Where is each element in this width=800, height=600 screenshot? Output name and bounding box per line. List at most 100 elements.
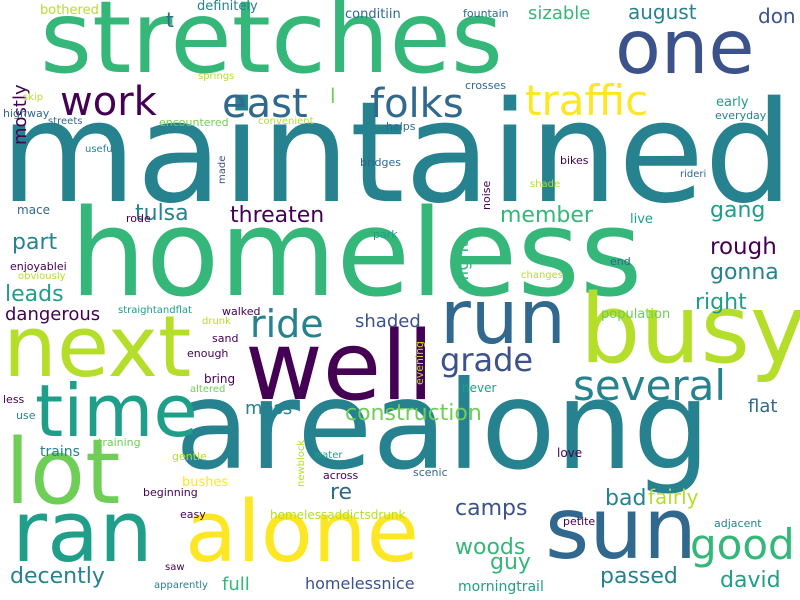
word-busy: busy (580, 275, 800, 385)
word-woods: woods (455, 535, 526, 560)
word-dangerous: dangerous (5, 304, 101, 325)
word-leads: leads (5, 282, 64, 307)
word-bad: bad (605, 486, 647, 511)
word-early: early (716, 95, 749, 110)
word-bushes: bushes (182, 475, 229, 490)
word-never: never (462, 381, 497, 395)
word-changes: changes (521, 270, 564, 281)
word-work: work (60, 79, 157, 125)
word-member: member (500, 203, 593, 228)
word-obviously: obviously (18, 271, 66, 282)
word-gentle: gentle (172, 450, 207, 463)
word-adjacent: adjacent (714, 517, 762, 530)
word-grade: grade (440, 341, 534, 379)
word-east: east (222, 81, 308, 127)
word-fairly: fairly (648, 485, 699, 509)
word-full: full (222, 574, 250, 595)
word-time: time (35, 369, 198, 453)
word-skip: skip (23, 92, 44, 103)
word-traffic: traffic (525, 76, 649, 125)
word-next: next (3, 298, 192, 397)
word-bridges: bridges (360, 156, 402, 169)
word-petite: petite (563, 515, 596, 528)
word-easy: easy (180, 508, 206, 521)
word-conditiin: conditiin (345, 7, 401, 22)
word-alone: alone (185, 483, 419, 582)
word-homeless: homeless (70, 185, 643, 324)
word-august: august (628, 0, 697, 24)
word-gang: gang (710, 198, 766, 223)
word-tulsa: tulsa (135, 201, 189, 226)
word-well: well (245, 312, 434, 422)
word-trains: trains (40, 444, 80, 460)
word-slight: slight (452, 240, 473, 290)
word-sizable: sizable (528, 3, 591, 24)
word-shade: shade (530, 179, 561, 190)
word-drunk: drunk (202, 316, 231, 327)
word-lot: lot (5, 420, 121, 525)
word-flat: flat (748, 396, 778, 417)
word-straightandflat: straightandflat (118, 305, 192, 316)
word-rough: rough (710, 234, 777, 260)
word-part: part (12, 230, 58, 255)
word-less: less (3, 393, 25, 406)
word-highway: highway (3, 107, 50, 120)
word-enjoyablei: enjoyablei (10, 260, 67, 273)
word-right: right (695, 290, 747, 315)
word-end: end (610, 255, 631, 268)
word-live: live (630, 212, 653, 227)
word-ran: ran (12, 483, 153, 582)
word-threaten: threaten (230, 203, 325, 228)
word-helps: helps (386, 120, 416, 133)
word-t: t (166, 8, 174, 32)
word-everyday: everyday (715, 109, 767, 122)
word-definitely: definitely (197, 0, 258, 14)
word-camps: camps (455, 496, 528, 521)
word-good: good (690, 520, 795, 569)
word-water: water (314, 450, 343, 461)
word-across: across (323, 469, 359, 482)
word-park: park (373, 228, 398, 241)
word-david: david (720, 568, 781, 593)
word-maintained: maintained (0, 72, 794, 235)
word-population: population (601, 307, 671, 322)
word-encountered: encountered (159, 116, 229, 129)
word-moss: moss (245, 398, 293, 419)
word-crosses: crosses (465, 79, 507, 92)
word-scenic: scenic (413, 466, 448, 479)
word-sand: sand (212, 332, 239, 345)
word-rideri: rideri (680, 169, 707, 180)
word-passed: passed (600, 564, 678, 589)
word-folks: folks (370, 81, 464, 127)
word-newblock: newblock (296, 439, 307, 487)
word-don: don (758, 4, 796, 28)
word-rode: rode (126, 212, 151, 225)
word-bring: bring (204, 372, 236, 386)
word-saw: saw (165, 562, 185, 573)
word-mace: mace (17, 203, 51, 217)
word-noise: noise (480, 180, 493, 210)
word-springs: springs (198, 71, 235, 82)
word-l: l (330, 84, 336, 108)
word-decently: decently (10, 564, 105, 589)
word-stretches: stretches (40, 0, 503, 96)
word-love: love (557, 446, 583, 460)
word-bikes: bikes (560, 154, 589, 167)
word-homelessaddictsdrunk: homelessaddictsdrunk (270, 508, 406, 522)
word-homelessnice: homelessnice (305, 574, 415, 593)
word-run: run (440, 273, 566, 361)
word-apparently: apparently (154, 580, 208, 591)
word-streets: streets (48, 116, 83, 127)
word-beginning: beginning (143, 486, 198, 499)
word-shaded: shaded (355, 311, 421, 332)
word-re: re (330, 480, 353, 505)
word-made: made (217, 155, 228, 184)
word-walked: walked (222, 305, 261, 318)
word-fountain: fountain (463, 7, 509, 20)
word-guy: guy (490, 550, 531, 575)
word-ride: ride (250, 302, 324, 346)
word-gonna: gonna (710, 260, 779, 285)
word-training: training (98, 436, 141, 449)
word-morningtrail: morningtrail (458, 579, 544, 595)
